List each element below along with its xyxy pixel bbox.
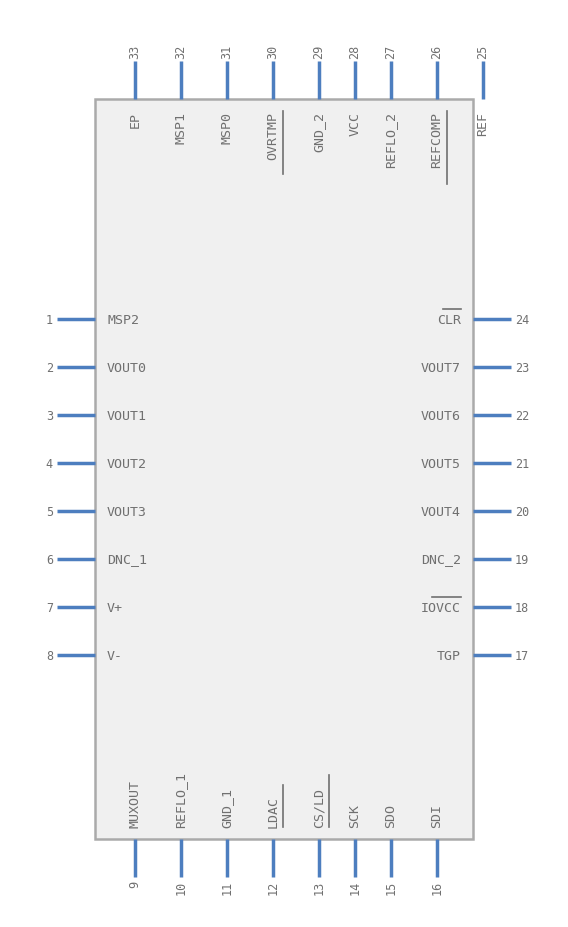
Text: 2: 2 bbox=[46, 362, 53, 375]
Text: 4: 4 bbox=[46, 457, 53, 470]
Text: 23: 23 bbox=[515, 362, 529, 375]
Text: 9: 9 bbox=[128, 880, 141, 887]
Text: 32: 32 bbox=[174, 44, 187, 59]
Text: 17: 17 bbox=[515, 649, 529, 662]
Text: DNC_2: DNC_2 bbox=[421, 552, 461, 565]
Text: GND_2: GND_2 bbox=[312, 112, 325, 152]
Text: 14: 14 bbox=[349, 880, 361, 895]
Text: 3: 3 bbox=[46, 409, 53, 422]
Text: 26: 26 bbox=[431, 44, 444, 59]
Text: VCC: VCC bbox=[349, 112, 361, 136]
Text: VOUT3: VOUT3 bbox=[107, 505, 147, 518]
Text: 29: 29 bbox=[312, 44, 325, 59]
Text: V-: V- bbox=[107, 649, 123, 662]
Text: 24: 24 bbox=[515, 313, 529, 326]
Text: 22: 22 bbox=[515, 409, 529, 422]
Text: 31: 31 bbox=[220, 44, 233, 59]
Text: 7: 7 bbox=[46, 601, 53, 614]
Text: VOUT5: VOUT5 bbox=[421, 457, 461, 470]
Text: 25: 25 bbox=[477, 44, 490, 59]
Text: 6: 6 bbox=[46, 552, 53, 565]
Text: 15: 15 bbox=[385, 880, 398, 895]
Text: SDO: SDO bbox=[385, 803, 398, 827]
Text: CS/LD: CS/LD bbox=[312, 787, 325, 827]
Text: 20: 20 bbox=[515, 505, 529, 518]
Text: 33: 33 bbox=[128, 44, 141, 59]
Text: MSP1: MSP1 bbox=[174, 112, 187, 144]
Text: LDAC: LDAC bbox=[266, 795, 279, 827]
Text: OVRTMP: OVRTMP bbox=[266, 112, 279, 159]
Text: MSP0: MSP0 bbox=[220, 112, 233, 144]
Text: SDI: SDI bbox=[431, 803, 444, 827]
Text: 12: 12 bbox=[266, 880, 279, 895]
Text: REFCOMP: REFCOMP bbox=[431, 112, 444, 168]
Text: CLR: CLR bbox=[437, 313, 461, 326]
Text: REF: REF bbox=[477, 112, 490, 136]
Text: 5: 5 bbox=[46, 505, 53, 518]
Text: V+: V+ bbox=[107, 601, 123, 614]
Text: MUXOUT: MUXOUT bbox=[128, 780, 141, 827]
Text: VOUT0: VOUT0 bbox=[107, 362, 147, 375]
Text: IOVCC: IOVCC bbox=[421, 601, 461, 614]
Text: VOUT7: VOUT7 bbox=[421, 362, 461, 375]
Text: 30: 30 bbox=[266, 44, 279, 59]
Text: VOUT4: VOUT4 bbox=[421, 505, 461, 518]
Text: 1: 1 bbox=[46, 313, 53, 326]
Text: 27: 27 bbox=[385, 44, 398, 59]
Bar bbox=[95, 100, 473, 839]
Text: 28: 28 bbox=[349, 44, 361, 59]
Text: GND_1: GND_1 bbox=[220, 787, 233, 827]
Text: 19: 19 bbox=[515, 552, 529, 565]
Text: 21: 21 bbox=[515, 457, 529, 470]
Text: EP: EP bbox=[128, 112, 141, 128]
Text: TGP: TGP bbox=[437, 649, 461, 662]
Text: MSP2: MSP2 bbox=[107, 313, 139, 326]
Text: 10: 10 bbox=[174, 880, 187, 895]
Text: SCK: SCK bbox=[349, 803, 361, 827]
Text: 18: 18 bbox=[515, 601, 529, 614]
Text: VOUT6: VOUT6 bbox=[421, 409, 461, 422]
Text: 13: 13 bbox=[312, 880, 325, 895]
Text: VOUT1: VOUT1 bbox=[107, 409, 147, 422]
Text: REFLO_1: REFLO_1 bbox=[174, 771, 187, 827]
Text: DNC_1: DNC_1 bbox=[107, 552, 147, 565]
Text: VOUT2: VOUT2 bbox=[107, 457, 147, 470]
Text: REFLO_2: REFLO_2 bbox=[385, 112, 398, 168]
Text: 16: 16 bbox=[431, 880, 444, 895]
Text: 8: 8 bbox=[46, 649, 53, 662]
Text: 11: 11 bbox=[220, 880, 233, 895]
